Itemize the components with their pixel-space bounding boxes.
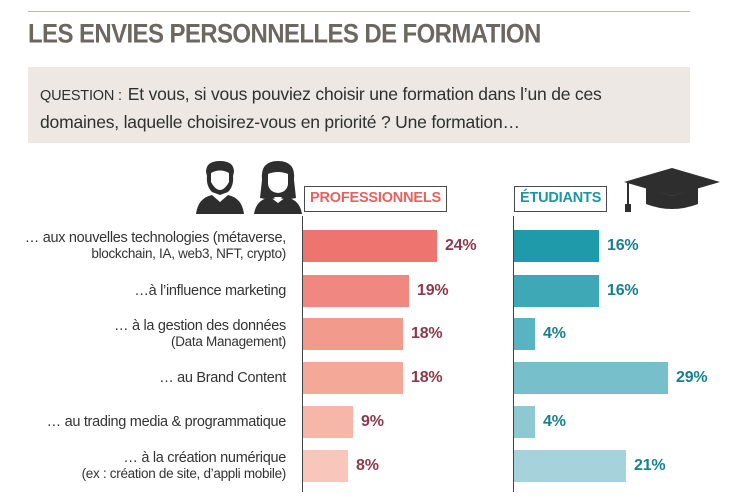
data-label-professionnels: 8%	[356, 457, 379, 474]
category-label-line: …à l’influence marketing	[134, 283, 286, 299]
category-label-line: (ex : création de site, d’appli mobile)	[81, 466, 287, 481]
bar-etudiants	[514, 450, 626, 482]
category-label-line: blockchain, IA, web3, NFT, crypto)	[91, 246, 286, 261]
axis-line-etudiants	[513, 216, 514, 492]
category-label: … à la création numérique (ex : création …	[81, 450, 287, 482]
bar-professionnels	[303, 406, 353, 438]
bar-professionnels	[303, 450, 348, 482]
category-label-line: … à la création numérique	[123, 450, 286, 466]
data-label-etudiants: 21%	[634, 457, 666, 474]
data-label-professionnels: 18%	[411, 369, 443, 386]
data-label-etudiants: 4%	[543, 413, 566, 430]
data-label-professionnels: 24%	[445, 237, 477, 254]
category-label-line: … aux nouvelles technologies (métaverse,	[24, 230, 287, 246]
data-label-professionnels: 18%	[411, 325, 443, 342]
people-icon	[196, 161, 302, 214]
data-label-professionnels: 19%	[417, 282, 449, 299]
bar-professionnels	[303, 275, 409, 307]
question-box: QUESTION : Et vous, si vous pouviez chois…	[28, 67, 690, 143]
axis-line-professionnels	[302, 216, 303, 492]
bar-etudiants	[514, 275, 599, 307]
category-label-line: … à la gestion des données	[114, 318, 286, 334]
category-label: … au trading media & programmatique	[46, 414, 287, 430]
top-rule	[28, 11, 690, 12]
bar-professionnels	[303, 318, 403, 350]
question-text: Et vous, si vous pouviez choisir une for…	[40, 84, 602, 132]
data-label-professionnels: 9%	[361, 413, 384, 430]
data-label-etudiants: 16%	[607, 237, 639, 254]
data-label-etudiants: 29%	[676, 369, 708, 386]
category-label: … au Brand Content	[159, 370, 286, 386]
bar-professionnels	[303, 230, 437, 262]
graduation-cap-icon	[624, 168, 720, 212]
bar-etudiants	[514, 230, 599, 262]
category-label: … aux nouvelles technologies (métaverse,…	[24, 230, 287, 262]
page-title: LES ENVIES PERSONNELLES DE FORMATION	[28, 19, 541, 50]
legend-professionnels: PROFESSIONNELS	[304, 186, 447, 212]
category-label: …à l’influence marketing	[134, 283, 286, 299]
data-label-etudiants: 4%	[543, 325, 566, 342]
category-label-line: (Data Management)	[171, 334, 286, 349]
category-label-line: … au trading media & programmatique	[46, 414, 287, 430]
question-label: QUESTION :	[40, 88, 122, 104]
bar-etudiants	[514, 318, 535, 350]
data-label-etudiants: 16%	[607, 282, 639, 299]
bar-professionnels	[303, 362, 403, 394]
category-label: … à la gestion des données (Data Manageme…	[114, 318, 286, 350]
bar-etudiants	[514, 362, 668, 394]
bar-etudiants	[514, 406, 535, 438]
legend-etudiants: ÉTUDIANTS	[514, 186, 608, 212]
category-label-line: … au Brand Content	[159, 370, 286, 386]
